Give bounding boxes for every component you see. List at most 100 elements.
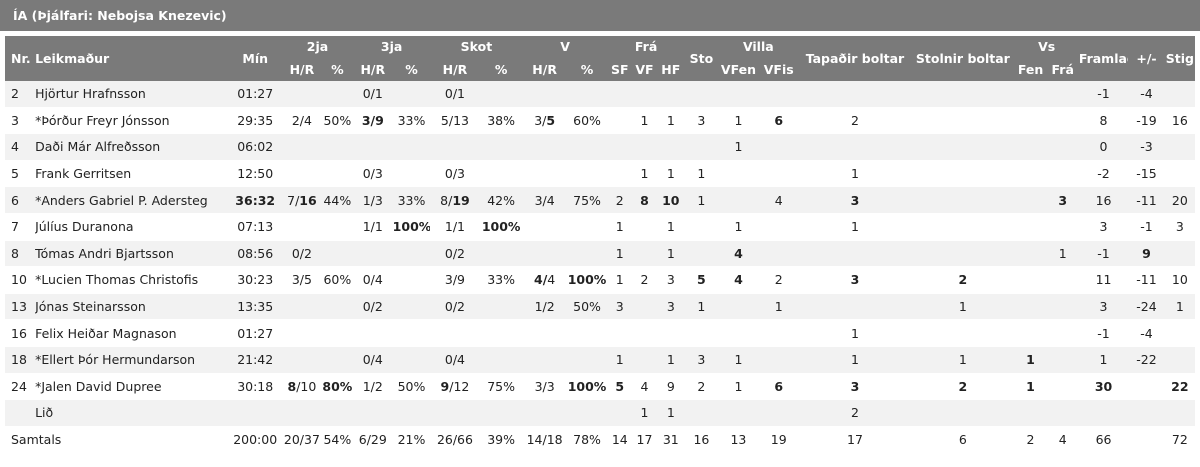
sub-header-three-hr: H/R bbox=[352, 57, 393, 81]
cell-blocks-fra bbox=[1046, 133, 1079, 161]
cell-plus-minus: -24 bbox=[1128, 293, 1165, 321]
col-header-min: Mín bbox=[228, 36, 283, 81]
cell-player-name: Felix Heiðar Magnason bbox=[35, 319, 229, 347]
cell-assists bbox=[684, 81, 719, 108]
cell-vf bbox=[632, 133, 657, 161]
cell-sf bbox=[607, 107, 633, 135]
col-header-fouls: Villa bbox=[718, 36, 799, 57]
cell-ft-pct bbox=[566, 240, 608, 268]
cell-sf bbox=[607, 319, 633, 347]
cell-points bbox=[1164, 133, 1195, 161]
cell-turnovers: 3 bbox=[798, 373, 912, 401]
cell-blocks-fra bbox=[1046, 81, 1079, 108]
cell-three-hr: 0/3 bbox=[352, 160, 393, 188]
cell-blocks-fen bbox=[1014, 266, 1047, 294]
table-row: 6 *Anders Gabriel P. Adersteg 36:32 7/16… bbox=[5, 186, 1195, 214]
totals-vf: 17 bbox=[632, 426, 657, 454]
table-row: Lið 1 1 2 bbox=[5, 399, 1195, 427]
cell-player-name: Daði Már Alfreðsson bbox=[35, 133, 229, 161]
cell-vf bbox=[632, 81, 657, 108]
cell-min: 08:56 bbox=[228, 240, 283, 268]
cell-ft-hr: 3/4 bbox=[522, 186, 567, 214]
totals-three-hr: 6/29 bbox=[352, 426, 393, 454]
cell-shots-hr: 9/12 bbox=[430, 373, 480, 401]
cell-player-name: *Þórður Freyr Jónsson bbox=[35, 107, 229, 135]
cell-steals bbox=[911, 213, 1015, 241]
cell-blocks-fen: 1 bbox=[1014, 346, 1047, 374]
cell-vfen: 1 bbox=[718, 107, 759, 135]
cell-player-name: *Lucien Thomas Christofis bbox=[35, 266, 229, 294]
cell-sf bbox=[607, 133, 633, 161]
cell-assists: 3 bbox=[684, 346, 719, 374]
cell-blocks-fra bbox=[1046, 107, 1079, 135]
cell-vf: 2 bbox=[632, 266, 657, 294]
cell-player-name: Lið bbox=[35, 399, 229, 427]
cell-nr: 2 bbox=[5, 81, 36, 108]
cell-ft-pct bbox=[566, 319, 608, 347]
cell-hf: 10 bbox=[656, 186, 685, 214]
cell-three-hr: 0/1 bbox=[352, 81, 393, 108]
cell-vfen bbox=[718, 399, 759, 427]
cell-nr: 3 bbox=[5, 107, 36, 135]
cell-assists: 3 bbox=[684, 107, 719, 135]
cell-shots-hr: 5/13 bbox=[430, 107, 480, 135]
cell-vfen bbox=[718, 160, 759, 188]
cell-ft-hr: 1/2 bbox=[522, 293, 567, 321]
cell-two-pct: 80% bbox=[321, 373, 353, 401]
col-header-three-pointers: 3ja bbox=[352, 36, 431, 57]
cell-ft-hr bbox=[522, 81, 567, 108]
cell-shots-hr: 0/3 bbox=[430, 160, 480, 188]
cell-two-hr: 0/2 bbox=[282, 240, 322, 268]
sub-header-fra: Frá bbox=[1046, 57, 1079, 81]
cell-min bbox=[228, 399, 283, 427]
cell-assists bbox=[684, 133, 719, 161]
cell-three-hr bbox=[352, 240, 393, 268]
table-row: 18 *Ellert Þór Hermundarson 21:42 0/4 0/… bbox=[5, 346, 1195, 374]
cell-blocks-fen bbox=[1014, 133, 1047, 161]
cell-player-name: *Jalen David Dupree bbox=[35, 373, 229, 401]
cell-blocks-fra bbox=[1046, 213, 1079, 241]
cell-steals bbox=[911, 81, 1015, 108]
cell-player-name: Jónas Steinarsson bbox=[35, 293, 229, 321]
cell-three-pct bbox=[392, 319, 431, 347]
cell-vfis: 4 bbox=[758, 186, 799, 214]
cell-assists: 2 bbox=[684, 373, 719, 401]
cell-ft-hr bbox=[522, 319, 567, 347]
col-header-shots: Skot bbox=[430, 36, 523, 57]
cell-efficiency: 8 bbox=[1078, 107, 1129, 135]
cell-vfis: 6 bbox=[758, 373, 799, 401]
totals-vfen: 13 bbox=[718, 426, 759, 454]
cell-three-pct bbox=[392, 133, 431, 161]
cell-vfis bbox=[758, 346, 799, 374]
cell-turnovers bbox=[798, 133, 912, 161]
table-row: 3 *Þórður Freyr Jónsson 29:35 2/4 50% 3/… bbox=[5, 107, 1195, 135]
cell-shots-pct bbox=[479, 81, 523, 108]
cell-plus-minus: -11 bbox=[1128, 186, 1165, 214]
cell-ft-hr bbox=[522, 346, 567, 374]
cell-blocks-fra bbox=[1046, 373, 1079, 401]
totals-assists: 16 bbox=[684, 426, 719, 454]
cell-efficiency: -1 bbox=[1078, 81, 1129, 108]
cell-vfen: 4 bbox=[718, 240, 759, 268]
cell-sf bbox=[607, 399, 633, 427]
cell-vf bbox=[632, 319, 657, 347]
cell-two-hr bbox=[282, 133, 322, 161]
cell-shots-pct: 38% bbox=[479, 107, 523, 135]
cell-steals: 2 bbox=[911, 373, 1015, 401]
cell-plus-minus bbox=[1128, 373, 1165, 401]
cell-points bbox=[1164, 160, 1195, 188]
cell-three-hr: 1/2 bbox=[352, 373, 393, 401]
cell-turnovers bbox=[798, 293, 912, 321]
cell-plus-minus: -1 bbox=[1128, 213, 1165, 241]
cell-blocks-fra bbox=[1046, 160, 1079, 188]
cell-vfis bbox=[758, 399, 799, 427]
cell-two-pct bbox=[321, 293, 353, 321]
cell-assists: 1 bbox=[684, 160, 719, 188]
cell-shots-hr bbox=[430, 319, 480, 347]
sub-header-fen: Fen bbox=[1014, 57, 1047, 81]
col-header-blocks: Vs bbox=[1014, 36, 1079, 57]
col-header-two-pointers: 2ja bbox=[282, 36, 353, 57]
cell-two-hr: 2/4 bbox=[282, 107, 322, 135]
cell-shots-pct bbox=[479, 160, 523, 188]
cell-ft-pct: 100% bbox=[566, 266, 608, 294]
